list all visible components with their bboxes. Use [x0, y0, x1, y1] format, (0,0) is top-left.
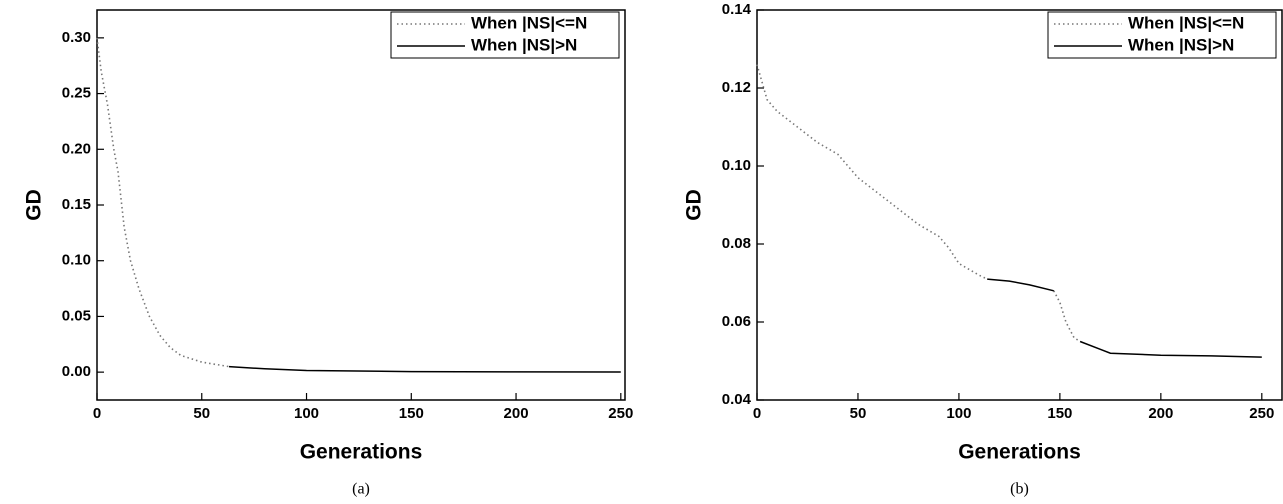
y-tick-label: 0.06: [722, 313, 751, 330]
data-line: [756, 64, 1081, 343]
x-tick-label: 200: [504, 405, 529, 422]
legend-box: [1047, 11, 1277, 59]
legend-label: When |NS|>N: [1128, 35, 1234, 54]
y-tick-label: 0.04: [722, 391, 752, 408]
y-axis-label: GD: [683, 189, 706, 221]
plot-frame: [756, 9, 1283, 401]
data-line: [987, 278, 1262, 358]
y-tick-label: 0.20: [62, 140, 91, 157]
y-tick-label: 0.05: [62, 307, 91, 324]
y-tick-label: 0.00: [62, 363, 91, 380]
y-tick-label: 0.15: [62, 196, 91, 213]
y-axis-label: GD: [23, 189, 46, 221]
y-tick-label: 0.25: [62, 85, 91, 102]
x-tick-label: 250: [1249, 405, 1274, 422]
y-tick-label: 0.14: [722, 1, 752, 18]
legend-label: When |NS|<=N: [1128, 13, 1244, 32]
x-tick-label: 200: [1148, 405, 1173, 422]
data-line: [228, 365, 621, 373]
data-line: [96, 37, 230, 368]
x-tick-label: 150: [399, 405, 424, 422]
x-tick-label: 250: [608, 405, 633, 422]
y-tick-label: 0.30: [62, 29, 91, 46]
x-tick-label: 0: [753, 405, 761, 422]
y-tick-label: 0.10: [722, 157, 751, 174]
y-tick-label: 0.12: [722, 79, 751, 96]
x-tick-label: 100: [946, 405, 971, 422]
x-tick-label: 0: [93, 405, 101, 422]
x-axis-label: Generations: [958, 441, 1081, 464]
x-tick-label: 50: [193, 405, 210, 422]
x-tick-label: 50: [850, 405, 867, 422]
y-tick-label: 0.10: [62, 252, 91, 269]
x-tick-label: 150: [1047, 405, 1072, 422]
caption: (a): [352, 481, 370, 498]
legend-label: When |NS|<=N: [471, 13, 587, 32]
plot-frame: [96, 9, 626, 401]
legend-label: When |NS|>N: [471, 35, 577, 54]
y-tick-label: 0.08: [722, 235, 751, 252]
caption: (b): [1010, 481, 1029, 498]
x-tick-label: 100: [294, 405, 319, 422]
legend-box: [390, 11, 620, 59]
x-axis-label: Generations: [300, 441, 423, 464]
